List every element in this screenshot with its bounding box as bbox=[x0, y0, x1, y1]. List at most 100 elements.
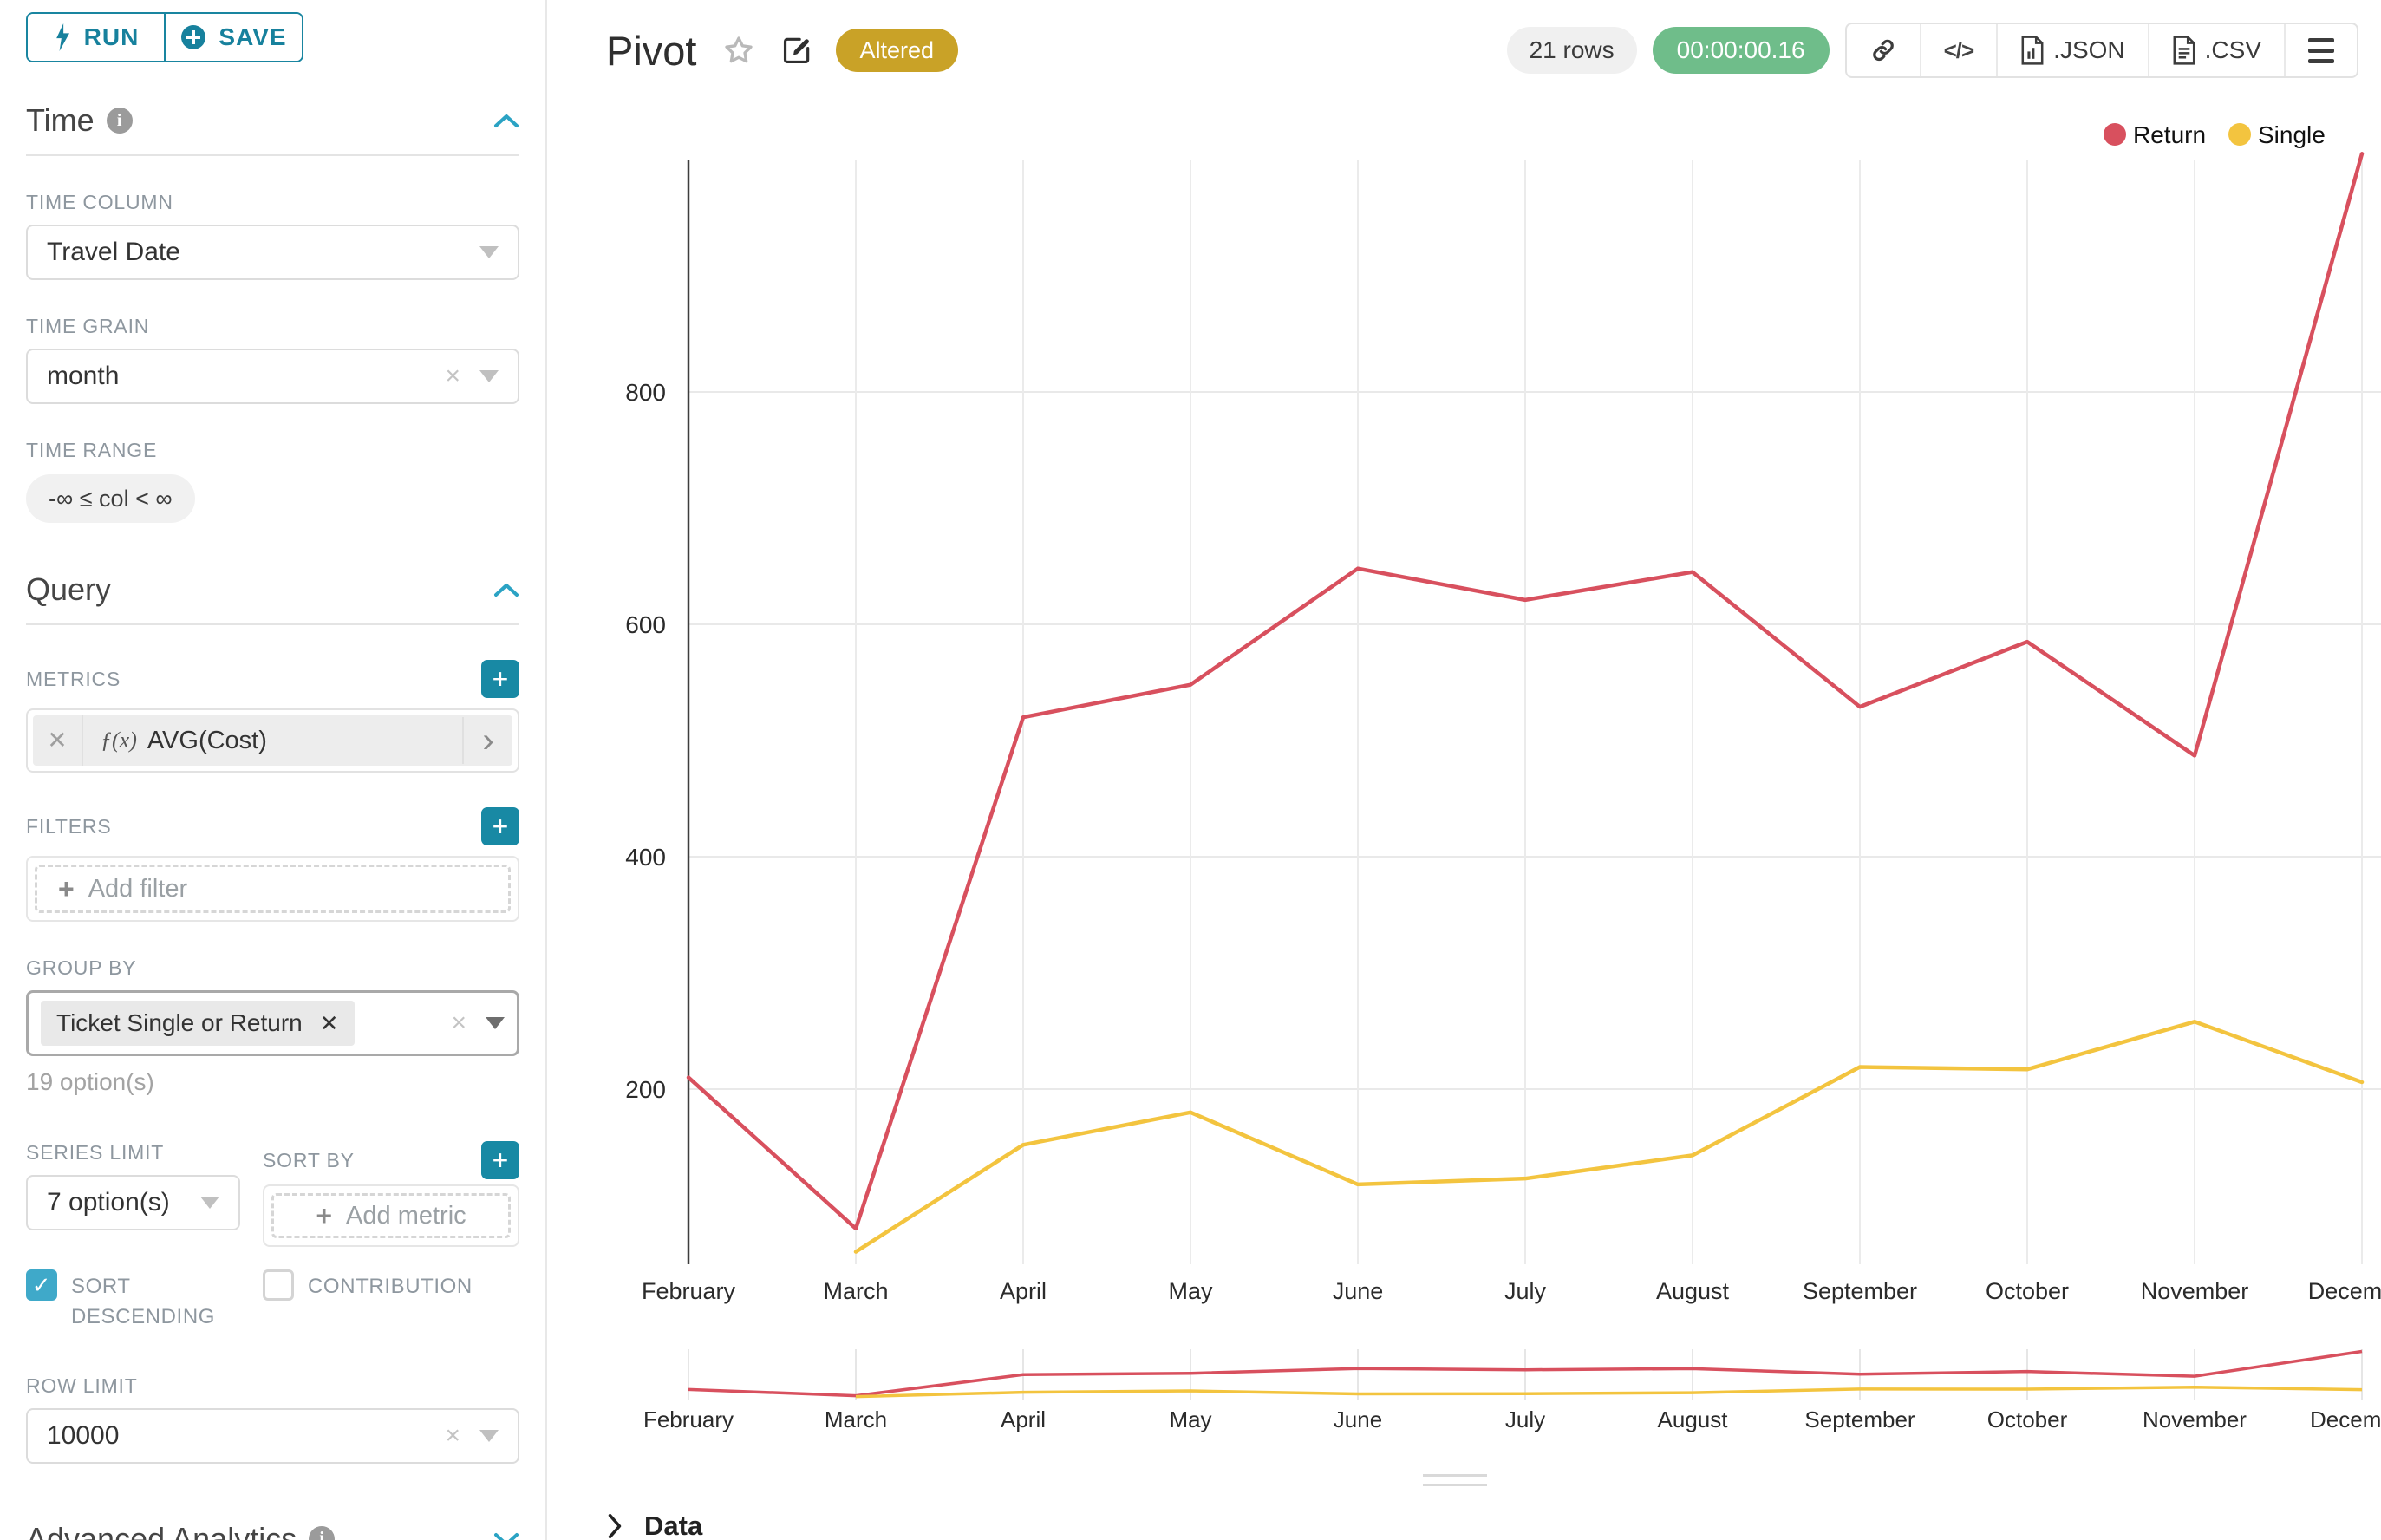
brush-month-label: September bbox=[1804, 1406, 1915, 1432]
advanced-analytics-title: Advanced Analytics bbox=[26, 1520, 297, 1540]
add-filter-dropzone[interactable]: + Add filter bbox=[35, 865, 511, 913]
info-icon: i bbox=[106, 108, 133, 134]
run-save-button-group: RUN SAVE bbox=[26, 12, 303, 62]
data-panel-label: Data bbox=[644, 1511, 703, 1540]
add-metric-label: Add metric bbox=[346, 1201, 466, 1230]
main-chart[interactable]: 200 400 600 800 February February March March Ap… bbox=[549, 0, 2381, 1540]
time-grain-value: month bbox=[47, 362, 120, 390]
sort-by-container: + Add metric bbox=[263, 1184, 519, 1247]
chart-header: Pivot Altered 21 rows 00:00:00.16 </> bbox=[549, 0, 2381, 78]
brush-month-label: November bbox=[2143, 1406, 2247, 1432]
share-link-button[interactable] bbox=[1847, 24, 1920, 76]
metric-pill[interactable]: ✕ ƒ(x) AVG(Cost) › bbox=[33, 715, 512, 766]
csv-label: .CSV bbox=[2204, 36, 2261, 63]
metrics-container: ✕ ƒ(x) AVG(Cost) › bbox=[26, 708, 519, 773]
brush-series-line-single[interactable] bbox=[855, 1385, 2363, 1399]
add-sort-metric-dropzone[interactable]: + Add metric bbox=[271, 1193, 511, 1238]
chevron-up-icon[interactable] bbox=[493, 582, 519, 597]
advanced-analytics-section-header[interactable]: Advanced Analytics i bbox=[26, 1521, 519, 1540]
clear-icon[interactable]: × bbox=[445, 1420, 460, 1450]
hamburger-menu-icon bbox=[2308, 37, 2334, 63]
chart-panel: 200 400 600 800 February February March March Ap… bbox=[549, 0, 2381, 1540]
brush-month-label: April bbox=[1001, 1406, 1046, 1432]
legend-label: Return bbox=[2133, 121, 2206, 148]
time-grain-select[interactable]: month × bbox=[26, 349, 519, 404]
remove-tag-icon[interactable]: ✕ bbox=[319, 1009, 339, 1036]
chevron-down-icon bbox=[479, 246, 499, 258]
favorite-star-icon[interactable] bbox=[721, 33, 756, 68]
run-button[interactable]: RUN bbox=[28, 14, 164, 61]
x-axis-month-label: February bbox=[642, 1278, 736, 1304]
view-query-button[interactable]: </> bbox=[1919, 24, 1997, 76]
time-section-header[interactable]: Time i bbox=[26, 102, 519, 156]
lightning-icon bbox=[55, 23, 69, 51]
clear-icon[interactable]: × bbox=[445, 362, 460, 390]
x-axis-month-label: April bbox=[1000, 1278, 1047, 1304]
altered-badge[interactable]: Altered bbox=[835, 29, 959, 72]
data-panel-expander[interactable]: Data bbox=[606, 1511, 702, 1540]
x-axis-month-label: March bbox=[823, 1278, 888, 1304]
function-icon: ƒ(x) bbox=[101, 728, 137, 753]
y-axis-tick-label: 600 bbox=[625, 611, 666, 638]
query-timer-badge: 00:00:00.16 bbox=[1652, 27, 1830, 74]
row-limit-value: 10000 bbox=[47, 1420, 120, 1450]
add-sort-metric-plus-button[interactable]: + bbox=[481, 1141, 519, 1179]
query-section-title: Query bbox=[26, 571, 112, 607]
plus-icon: + bbox=[316, 1199, 333, 1231]
sort-descending-label: SORT DESCENDING bbox=[71, 1275, 216, 1328]
group-by-tag-label: Ticket Single or Return bbox=[56, 1009, 303, 1036]
series-line-return[interactable] bbox=[686, 152, 2365, 1231]
group-by-label: GROUP BY bbox=[26, 956, 137, 979]
query-section-header[interactable]: Query bbox=[26, 571, 519, 625]
chevron-right-icon bbox=[608, 1513, 622, 1539]
series-limit-select[interactable]: 7 option(s) bbox=[26, 1175, 240, 1230]
series-line-single[interactable] bbox=[853, 1020, 2365, 1254]
row-count-badge: 21 rows bbox=[1506, 27, 1637, 74]
sort-descending-checkbox[interactable]: ✓ SORT DESCENDING bbox=[26, 1269, 263, 1333]
save-button[interactable]: SAVE bbox=[164, 14, 302, 61]
group-by-select[interactable]: Ticket Single or Return ✕ × bbox=[26, 990, 519, 1056]
chevron-right-icon[interactable]: › bbox=[462, 717, 512, 764]
legend-item-return[interactable]: Return bbox=[2104, 121, 2206, 148]
checkbox-checked-icon[interactable]: ✓ bbox=[26, 1269, 57, 1301]
panel-resize-handle[interactable] bbox=[1423, 1474, 1487, 1486]
info-icon: i bbox=[309, 1525, 336, 1540]
x-axis-month-label: July bbox=[1504, 1278, 1547, 1304]
legend-swatch bbox=[2104, 123, 2126, 146]
x-axis-month-label: September bbox=[1803, 1278, 1917, 1304]
time-column-select[interactable]: Travel Date bbox=[26, 225, 519, 280]
remove-metric-icon[interactable]: ✕ bbox=[33, 715, 83, 766]
brush-month-label: December bbox=[2310, 1406, 2381, 1432]
export-csv-button[interactable]: .CSV bbox=[2147, 24, 2284, 76]
chevron-down-icon bbox=[479, 1429, 499, 1442]
group-by-tag: Ticket Single or Return ✕ bbox=[41, 1001, 355, 1046]
time-range-pill[interactable]: -∞ ≤ col < ∞ bbox=[26, 474, 195, 523]
series-limit-value: 7 option(s) bbox=[47, 1188, 170, 1217]
legend-label: Single bbox=[2258, 121, 2326, 148]
export-tool-group: </> .JSON .CSV bbox=[1844, 23, 2358, 78]
chevron-down-icon bbox=[200, 1197, 219, 1209]
brush-series-line-return[interactable] bbox=[688, 1349, 2363, 1398]
code-icon: </> bbox=[1943, 36, 1975, 63]
chart-menu-button[interactable] bbox=[2284, 24, 2357, 76]
chevron-down-icon[interactable] bbox=[493, 1531, 519, 1540]
legend-swatch bbox=[2228, 123, 2251, 146]
brush-month-label: March bbox=[825, 1406, 887, 1432]
time-range-label: TIME RANGE bbox=[26, 439, 158, 461]
chevron-up-icon[interactable] bbox=[493, 113, 519, 128]
contribution-checkbox[interactable]: CONTRIBUTION bbox=[263, 1269, 473, 1333]
chevron-down-icon bbox=[479, 370, 499, 382]
filters-container: + Add filter bbox=[26, 856, 519, 922]
x-axis-month-label: December bbox=[2308, 1278, 2381, 1304]
export-json-button[interactable]: .JSON bbox=[1996, 24, 2147, 76]
add-metric-plus-button[interactable]: + bbox=[481, 660, 519, 698]
brush-month-label: August bbox=[1658, 1406, 1729, 1432]
add-filter-plus-button[interactable]: + bbox=[481, 807, 519, 845]
checkbox-unchecked-icon[interactable] bbox=[263, 1269, 294, 1301]
clear-icon[interactable]: × bbox=[451, 1008, 466, 1037]
chart-axis-labels: 200 400 600 800 February February March March Ap… bbox=[625, 379, 2381, 1432]
edit-properties-icon[interactable] bbox=[780, 34, 813, 67]
row-limit-select[interactable]: 10000 × bbox=[26, 1407, 519, 1464]
legend-item-single[interactable]: Single bbox=[2228, 121, 2326, 148]
y-axis-tick-label: 800 bbox=[625, 379, 666, 406]
